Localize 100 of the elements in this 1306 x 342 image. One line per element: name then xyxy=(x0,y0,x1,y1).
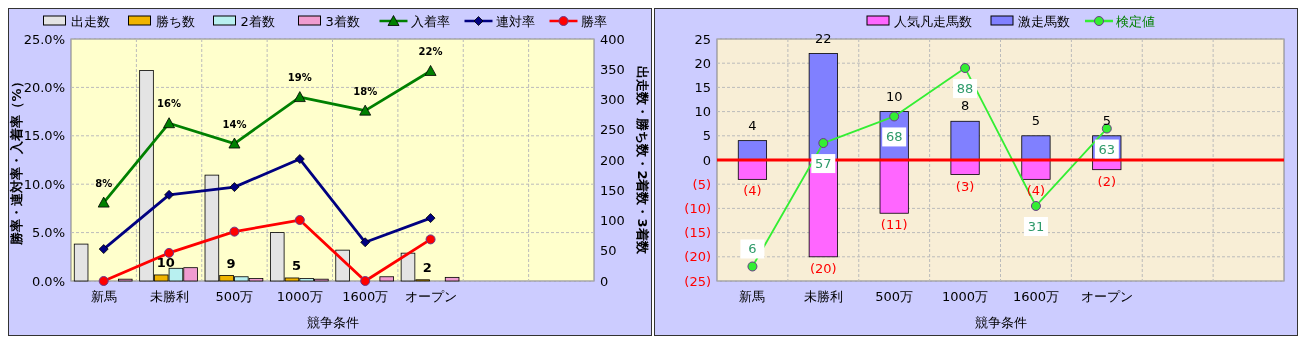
data-label: 88 xyxy=(956,81,974,97)
legend-label: 連対率 xyxy=(495,14,535,29)
data-label: 8 xyxy=(960,98,970,114)
y-tick-label: 5.0% xyxy=(31,225,65,241)
data-label: 14% xyxy=(222,118,247,130)
x-tick-label: オープン xyxy=(1080,289,1133,304)
bar xyxy=(950,120,980,161)
point xyxy=(163,117,175,129)
data-label: 68 xyxy=(885,129,903,145)
y-tick-label: 0.0% xyxy=(31,273,65,289)
point xyxy=(229,182,240,192)
data-label: 57 xyxy=(815,156,832,172)
y-tick-label: 20.0% xyxy=(23,79,65,95)
legend-label: 出走数 xyxy=(70,14,110,29)
point xyxy=(164,247,175,258)
y-axis-title: 勝率・連対率・入着率（%） xyxy=(9,75,24,246)
bar xyxy=(379,276,395,282)
x-axis-title: 競争条件 xyxy=(974,315,1027,330)
point xyxy=(359,104,372,116)
point xyxy=(747,261,758,272)
data-label: 19% xyxy=(287,72,312,84)
data-label: 9 xyxy=(226,255,236,271)
data-label: (4) xyxy=(1026,183,1046,199)
legend-label: 人気凡走馬数 xyxy=(894,14,972,29)
legend-label: 入着率 xyxy=(410,14,450,29)
data-label: 5 xyxy=(1102,112,1111,128)
data-label: 63 xyxy=(1098,141,1116,157)
point xyxy=(98,244,109,254)
y-tick-label: 10 xyxy=(694,104,711,120)
data-label: 18% xyxy=(353,85,378,97)
x-tick-label: 500万 xyxy=(875,289,914,304)
point xyxy=(229,226,240,237)
y2-tick-label: 100 xyxy=(600,213,625,229)
y-tick-label: 15 xyxy=(694,79,711,95)
y-tick-label: (20) xyxy=(684,249,711,265)
data-label: 8% xyxy=(95,177,113,189)
data-label: 10 xyxy=(885,88,903,104)
legend-label: 検定値 xyxy=(1116,14,1155,29)
y2-tick-label: 300 xyxy=(600,92,625,108)
bar xyxy=(737,140,768,161)
point xyxy=(294,215,305,226)
x-tick-label: 新馬 xyxy=(90,289,117,304)
point xyxy=(294,154,305,164)
x-tick-label: 1000万 xyxy=(942,289,989,304)
bar xyxy=(444,276,460,282)
y-tick-label: 25 xyxy=(694,31,711,47)
y2-tick-label: 400 xyxy=(600,31,625,47)
data-label: 5 xyxy=(1031,112,1041,128)
point xyxy=(97,196,110,208)
y2-tick-label: 200 xyxy=(600,152,625,168)
point xyxy=(425,213,436,223)
point xyxy=(98,276,109,286)
y-tick-label: (10) xyxy=(684,200,711,216)
point xyxy=(1030,200,1041,211)
point xyxy=(1101,123,1112,134)
data-label: 5 xyxy=(291,257,301,273)
y-tick-label: 0 xyxy=(702,152,711,168)
y-tick-label: 20 xyxy=(694,55,711,71)
y2-tick-label: 50 xyxy=(600,243,617,259)
data-label: (2) xyxy=(1097,173,1117,189)
point xyxy=(818,138,829,149)
legend-label: 激走馬数 xyxy=(1018,14,1070,29)
point xyxy=(425,234,436,245)
y-tick-label: 10.0% xyxy=(23,176,65,192)
x-axis-title: 競争条件 xyxy=(306,315,359,330)
data-label: 10 xyxy=(156,254,175,270)
y2-tick-label: 150 xyxy=(600,182,625,198)
x-tick-label: 新馬 xyxy=(739,289,766,304)
y-tick-label: (5) xyxy=(692,176,711,192)
data-label: (11) xyxy=(880,217,908,233)
data-label: 6 xyxy=(748,241,757,257)
data-label: 22 xyxy=(815,30,832,46)
y2-tick-label: 350 xyxy=(600,61,625,77)
point xyxy=(360,237,371,248)
y2-axis-title: 出走数・勝ち数・2着数・3着数 xyxy=(635,66,650,255)
y-tick-label: (15) xyxy=(684,225,711,241)
data-label: 4 xyxy=(748,117,757,133)
legend-label: 2着数 xyxy=(240,14,275,29)
data-label: 22% xyxy=(418,45,443,57)
x-tick-label: 500万 xyxy=(215,289,254,304)
y-tick-label: (25) xyxy=(684,273,711,289)
data-label: (4) xyxy=(743,183,762,199)
legend-label: 3着数 xyxy=(325,14,360,29)
y-tick-label: 15.0% xyxy=(23,128,65,144)
x-tick-label: 未勝利 xyxy=(803,289,843,304)
bar xyxy=(879,159,909,214)
data-label: (3) xyxy=(955,178,975,194)
point xyxy=(424,65,437,76)
y2-tick-label: 250 xyxy=(600,122,625,138)
data-label: 31 xyxy=(1027,218,1045,234)
x-tick-label: 1600万 xyxy=(1012,289,1059,304)
y-tick-label: 5 xyxy=(702,128,711,144)
bar xyxy=(1021,135,1051,161)
point xyxy=(293,91,306,102)
point xyxy=(960,63,971,74)
x-tick-label: オープン xyxy=(404,289,457,304)
point xyxy=(228,137,241,149)
data-label: 2 xyxy=(422,259,432,275)
point xyxy=(360,276,371,286)
y-tick-label: 25.0% xyxy=(23,31,65,47)
